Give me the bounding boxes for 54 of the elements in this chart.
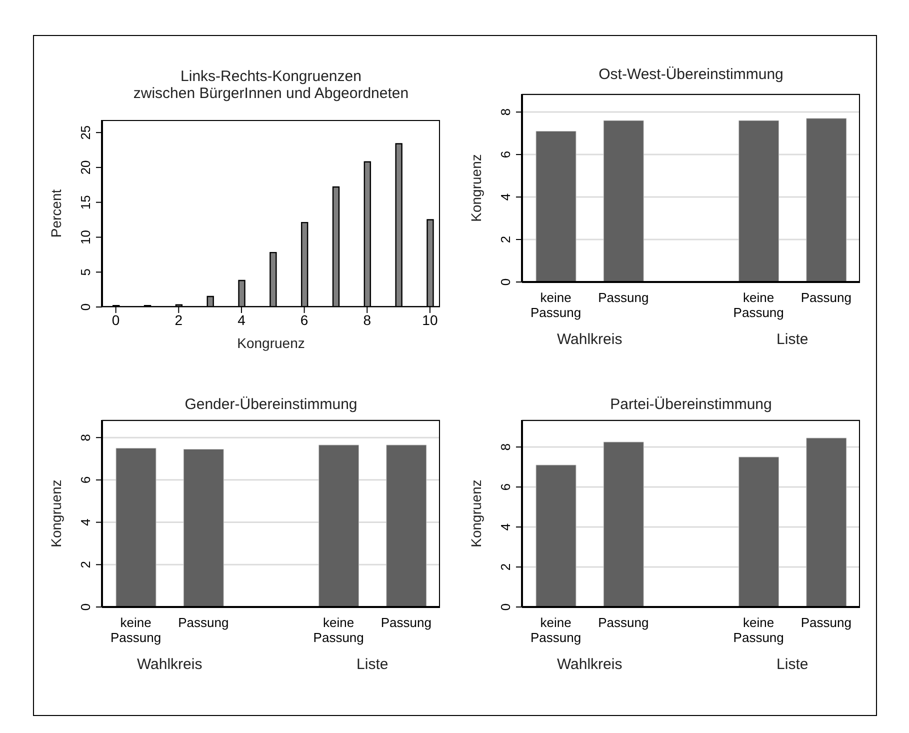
text: Wahlkreis [556,656,624,673]
x-tick-label: keine Passung [313,615,364,645]
chart-title: Links-Rechts-Kongruenzen [180,68,362,85]
text: Liste [356,656,390,673]
x-tick-label: keine Passung [733,615,784,645]
y-tick-label: 4 [498,193,513,201]
y-tick-label: 25 [78,125,93,140]
y-tick-label: 4 [78,518,93,526]
x-tick-label: 0 [112,312,120,328]
x-tick-label: Passung [598,290,649,305]
chart-title: Partei-Übereinstimmung [609,396,773,413]
x-tick-label: 10 [422,312,438,328]
y-axis-title: Kongruenz [468,480,484,548]
x-tick-label: keine Passung [530,615,582,645]
x-tick-label: Passung [380,615,432,630]
y-tick-label: 6 [498,483,513,491]
y-tick-label: 5 [78,268,93,276]
y-tick-label: 15 [78,195,93,210]
y-tick-label: 2 [498,563,513,571]
x-tick-label: keine Passung [530,290,582,320]
y-tick-label: 10 [78,230,93,244]
x-tick-label: Passung [178,615,229,630]
chart-title: Ost-West-Übereinstimmung [598,66,784,83]
y-tick-label: 2 [78,561,93,568]
x-tick-label: Passung [598,615,649,630]
y-axis-title: Percent [48,189,64,238]
y-tick-label: 4 [498,523,513,531]
x-tick-label: Passung [800,290,852,305]
text: Wahlkreis [556,331,624,348]
y-tick-label: 20 [78,160,93,175]
y-axis-title: Kongruenz [468,154,484,222]
text: Liste [776,656,810,673]
chart-subtitle: zwischen BürgerInnen und Abgeordneten [132,85,410,102]
y-tick-label: 8 [498,108,513,116]
x-tick-label: keine Passung [110,615,162,645]
x-axis-title: Kongruenz [237,335,305,351]
text: Liste [776,331,810,348]
y-tick-label: 0 [78,603,93,611]
y-axis-title: Kongruenz [48,480,64,548]
y-tick-label: 0 [498,603,513,611]
x-tick-label: keine Passung [733,290,784,320]
y-tick-label: 8 [78,434,93,442]
y-tick-label: 0 [498,278,513,286]
y-tick-label: 8 [498,443,513,451]
chart-title: Gender-Übereinstimmung [184,396,358,413]
x-tick-label: Passung [800,615,852,630]
y-tick-label: 2 [498,236,513,244]
y-tick-label: 6 [498,150,513,158]
x-tick-label: 8 [363,312,372,328]
x-tick-label: 6 [300,312,308,328]
text: Wahlkreis [136,656,204,673]
x-tick-label: 2 [174,312,183,328]
y-tick-label: 6 [78,476,93,484]
x-tick-label: 4 [238,312,246,328]
